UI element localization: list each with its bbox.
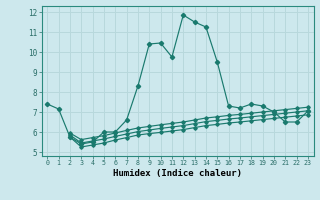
X-axis label: Humidex (Indice chaleur): Humidex (Indice chaleur) bbox=[113, 169, 242, 178]
